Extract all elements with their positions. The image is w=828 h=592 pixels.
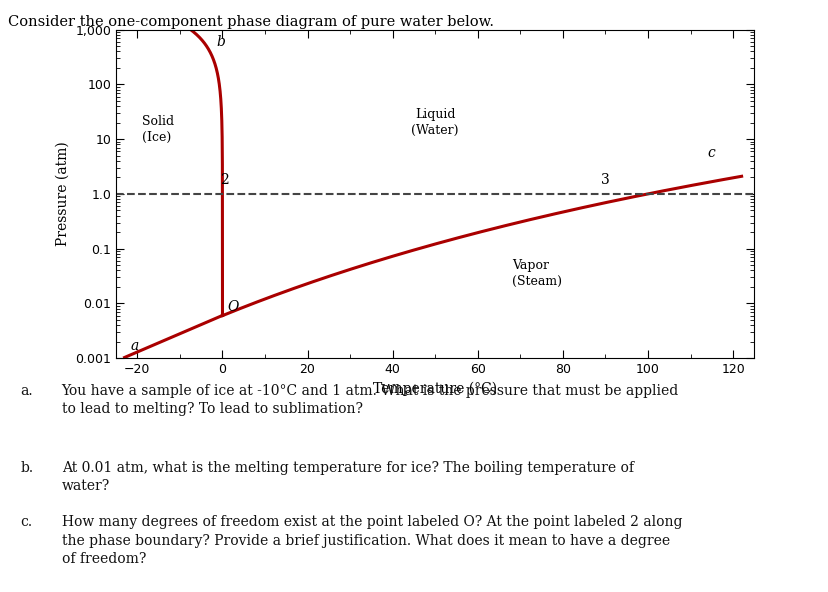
Text: At 0.01 atm, what is the melting temperature for ice? The boiling temperature of: At 0.01 atm, what is the melting tempera… — [61, 461, 633, 493]
Text: O: O — [227, 300, 238, 314]
Text: Vapor
(Steam): Vapor (Steam) — [511, 259, 561, 288]
Text: b: b — [216, 35, 224, 49]
Text: b.: b. — [21, 461, 34, 475]
Text: You have a sample of ice at -10°C and 1 atm. What is the pressure that must be a: You have a sample of ice at -10°C and 1 … — [61, 384, 678, 416]
Text: a: a — [131, 339, 139, 353]
Y-axis label: Pressure (atm): Pressure (atm) — [55, 141, 70, 246]
Text: 3: 3 — [600, 173, 609, 186]
Text: 2: 2 — [220, 173, 229, 186]
Text: c.: c. — [21, 515, 32, 529]
Text: Liquid
(Water): Liquid (Water) — [411, 108, 459, 137]
Text: How many degrees of freedom exist at the point labeled O? At the point labeled 2: How many degrees of freedom exist at the… — [61, 515, 681, 566]
X-axis label: Temperature (°C): Temperature (°C) — [373, 382, 497, 396]
Text: Solid
(Ice): Solid (Ice) — [142, 115, 174, 144]
Text: c: c — [707, 146, 715, 160]
Text: Consider the one-component phase diagram of pure water below.: Consider the one-component phase diagram… — [8, 15, 493, 29]
Text: a.: a. — [21, 384, 33, 398]
